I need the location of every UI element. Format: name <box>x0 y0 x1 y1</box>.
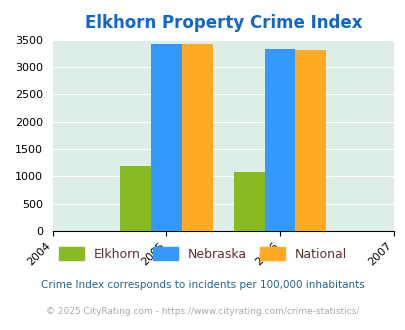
Bar <box>295 50 325 231</box>
Text: Crime Index corresponds to incidents per 100,000 inhabitants: Crime Index corresponds to incidents per… <box>41 280 364 290</box>
Title: Elkhorn Property Crime Index: Elkhorn Property Crime Index <box>84 15 361 32</box>
Text: © 2025 CityRating.com - https://www.cityrating.com/crime-statistics/: © 2025 CityRating.com - https://www.city… <box>46 307 359 316</box>
Bar <box>120 166 151 231</box>
Legend: Elkhorn, Nebraska, National: Elkhorn, Nebraska, National <box>54 242 351 266</box>
Bar <box>264 50 295 231</box>
Bar <box>234 173 264 231</box>
Bar <box>151 44 181 231</box>
Bar <box>181 44 212 231</box>
